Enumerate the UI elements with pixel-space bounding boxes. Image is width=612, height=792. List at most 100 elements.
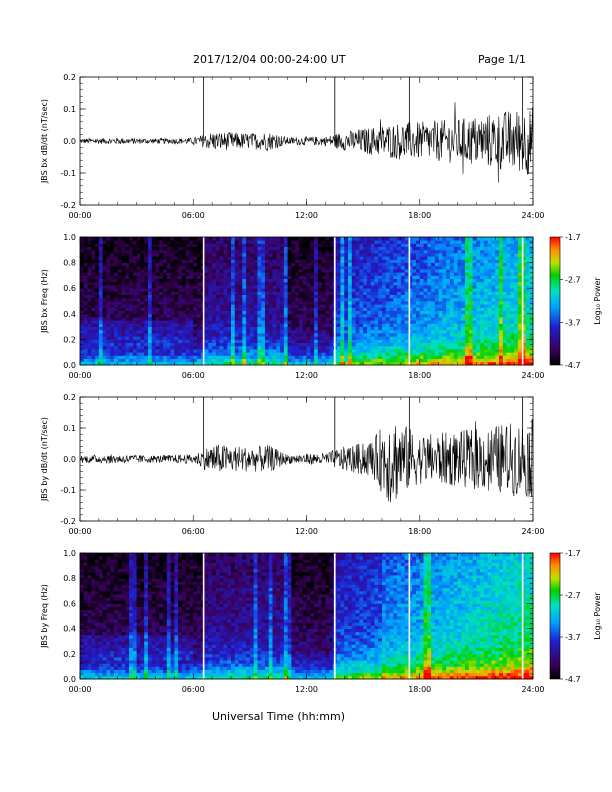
spectrogram-cell <box>87 326 92 331</box>
spectrogram-cell <box>287 243 292 247</box>
spectrogram-cell <box>219 237 224 241</box>
spectrogram-cell <box>510 310 515 315</box>
spectrogram-cell <box>393 237 398 241</box>
spectrogram-cell <box>310 237 315 241</box>
spectrogram-cell <box>446 336 451 340</box>
spectrogram-cell <box>125 317 130 321</box>
spectrogram-cell <box>283 342 289 347</box>
spectrogram-cell <box>408 304 413 308</box>
spectrogram-cell <box>87 262 92 267</box>
spectrogram-cell <box>480 249 485 254</box>
spectrogram-cell <box>151 253 156 257</box>
spectrogram-cell <box>87 278 92 283</box>
spectrogram-cell <box>295 269 300 273</box>
spectrogram-cell <box>483 317 489 321</box>
spectrogram-cell <box>378 349 383 353</box>
spectrogram-cell <box>219 262 224 267</box>
spectrogram-cell <box>525 342 530 347</box>
spectrogram-cell <box>155 253 160 257</box>
spectrogram-cell <box>465 285 470 289</box>
spectrogram-cell <box>423 272 428 276</box>
spectrogram-cell <box>457 326 462 331</box>
spectrogram-cell <box>276 301 281 305</box>
spectrogram-cell <box>359 294 364 299</box>
spectrogram-cell <box>144 349 149 353</box>
spectrogram-cell <box>510 288 515 292</box>
spectrogram-cell <box>321 352 326 356</box>
spectrogram-cell <box>276 237 281 241</box>
spectrogram-cell <box>314 317 319 321</box>
spectrogram-cell <box>268 265 273 270</box>
spectrogram-cell <box>264 339 270 343</box>
spectrogram-cell <box>280 288 285 292</box>
spectrogram-cell <box>215 326 221 331</box>
spectrogram-cell <box>366 333 372 337</box>
spectrogram-cell <box>419 313 424 318</box>
spectrogram-cell <box>370 304 375 308</box>
spectrogram-cell <box>227 339 232 343</box>
spectrogram-cell <box>287 275 292 279</box>
spectrogram-cell <box>147 339 153 343</box>
spectrogram-cell <box>298 240 304 244</box>
spectrogram-cell <box>344 285 349 289</box>
spectrogram-cell <box>472 291 477 295</box>
spectrogram-cell <box>506 288 511 292</box>
spectrogram-cell <box>415 256 421 260</box>
spectrogram-cell <box>132 237 138 241</box>
spectrogram-cell <box>389 237 394 241</box>
spectrogram-cell <box>355 336 360 340</box>
spectrogram-cell <box>306 285 311 289</box>
spectrogram-cell <box>325 285 330 289</box>
spectrogram-cell <box>340 358 345 363</box>
spectrogram-cell <box>91 237 96 241</box>
spectrogram-cell <box>291 342 296 347</box>
spectrogram-cell <box>370 294 375 299</box>
spectrogram-cell <box>178 240 183 244</box>
spectrogram-cell <box>325 333 330 337</box>
spectrogram-cell <box>166 265 171 270</box>
spectrogram-cell <box>382 294 387 299</box>
spectrogram-cell <box>257 355 262 359</box>
spectrogram-cell <box>181 297 187 302</box>
spectrogram-cell <box>212 246 217 251</box>
spectrogram-cell <box>423 243 428 247</box>
spectrogram-cell <box>178 313 183 318</box>
spectrogram-cell <box>385 307 390 311</box>
spectrogram-cell <box>170 342 175 347</box>
spectrogram-cell <box>340 285 345 289</box>
spectrogram-cell <box>261 326 266 331</box>
spectrogram-cell <box>366 326 372 331</box>
spectrogram-cell <box>147 294 153 299</box>
spectrogram-cell <box>351 345 356 350</box>
spectrogram-cell <box>223 285 228 289</box>
spectrogram-cell <box>264 265 270 270</box>
spectrogram-cell <box>113 301 119 305</box>
spectrogram-cell <box>529 355 534 359</box>
spectrogram-cell <box>87 333 92 337</box>
spectrogram-cell <box>132 240 138 244</box>
spectrogram-cell <box>351 323 356 327</box>
spectrogram-cell <box>298 281 304 286</box>
spectrogram-cell <box>125 349 130 353</box>
spectrogram-cell <box>382 265 387 270</box>
spectrogram-cell <box>257 301 262 305</box>
spectrogram-cell <box>359 272 364 276</box>
spectrogram-cell <box>321 336 326 340</box>
spectrogram-cell <box>163 310 168 315</box>
spectrogram-cell <box>499 352 504 356</box>
spectrogram-cell <box>163 281 168 286</box>
spectrogram-cell <box>125 240 130 244</box>
spectrogram-cell <box>242 243 247 247</box>
spectrogram-cell <box>208 358 213 363</box>
spectrogram-cell <box>291 237 296 241</box>
spectrogram-cell <box>121 297 126 302</box>
spectrogram-cell <box>514 259 519 263</box>
spectrogram-cell <box>106 288 111 292</box>
spectrogram-cell <box>125 310 130 315</box>
spectrogram-cell <box>219 297 224 302</box>
spectrogram-cell <box>329 333 334 337</box>
spectrogram-cell <box>280 355 285 359</box>
spectrogram-cell <box>87 578 92 582</box>
spectrogram-cell <box>257 281 262 286</box>
spectrogram-cell <box>359 297 364 302</box>
